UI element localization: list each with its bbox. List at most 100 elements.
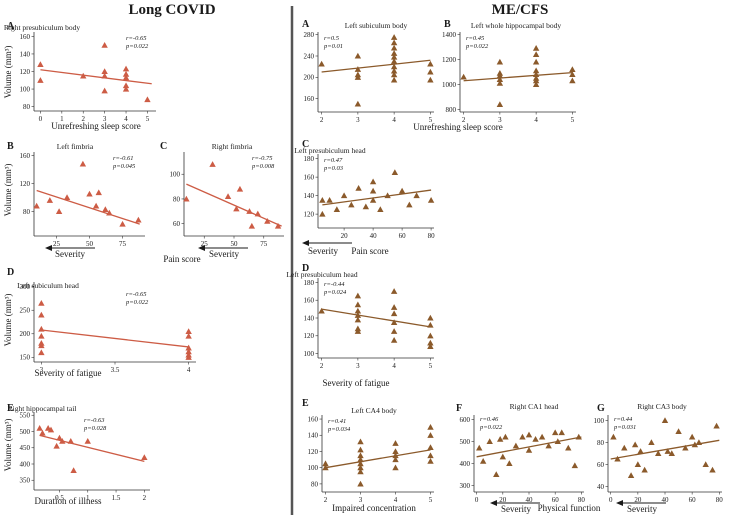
y-tick-label: 140: [20, 50, 31, 58]
data-point: [502, 433, 509, 440]
severity-arrow-lc-c: Severity: [198, 245, 248, 259]
x-tick-label: 50: [86, 240, 94, 248]
x-axis-label-me-ab: Unrefreshing sleep score: [413, 122, 502, 132]
x-tick-label: 0: [39, 115, 43, 123]
data-point: [135, 216, 142, 223]
data-point: [369, 178, 377, 185]
stat-label: r=0.47: [324, 157, 343, 164]
y-tick-label: 80: [23, 208, 31, 216]
data-point: [318, 307, 325, 314]
x-axis-label-me-c: Pain score: [351, 246, 388, 256]
data-point: [362, 203, 370, 210]
panel-letter-lc-e: E: [7, 403, 14, 414]
plot-lc-c: 60 80 100 25 50 75 C Right fimbria r=-0.75p=0.00…: [160, 141, 284, 248]
data-point: [661, 417, 669, 424]
data-point: [47, 426, 55, 433]
x-tick-label: 4: [392, 116, 396, 124]
x-tick-label: 2: [320, 362, 324, 370]
x-tick-label: 25: [53, 240, 61, 248]
x-axis-label-me-d: Severity of fatigue: [323, 378, 390, 388]
data-point: [532, 81, 540, 88]
x-tick-label: 2: [143, 494, 147, 502]
data-point: [354, 316, 362, 323]
data-point: [427, 458, 434, 464]
data-point: [70, 467, 77, 474]
stat-label: r=-0.65: [126, 291, 147, 298]
y-tick-label: 1000: [442, 81, 457, 89]
data-point: [702, 461, 709, 468]
stat-label: p=0.028: [83, 425, 107, 432]
y-axis-label-lc-a: Volume (mm³): [3, 46, 13, 99]
data-point: [427, 432, 434, 438]
panel-title-me-g: Right CA3 body: [637, 402, 687, 411]
data-point: [101, 68, 108, 75]
y-tick-label: 100: [20, 85, 31, 93]
section-title-long-covid: Long COVID: [128, 2, 215, 18]
data-point: [92, 202, 100, 209]
data-point: [554, 438, 562, 444]
x-tick-label: 2: [81, 115, 85, 123]
data-point: [390, 34, 398, 40]
plot-me-f: 300 400 500 600 0 20 40 60 80 F Right CA1 head r=0.…: [456, 402, 585, 504]
data-point: [390, 63, 398, 70]
y-tick-label: 200: [304, 74, 315, 82]
y-tick-label: 180: [304, 279, 315, 287]
data-point: [565, 444, 572, 451]
severity-arrow-me-c: Severity: [302, 240, 352, 256]
data-point: [63, 194, 71, 201]
data-point: [354, 74, 362, 80]
panel-letter-me-g: G: [597, 403, 605, 414]
x-tick-label: 3: [356, 116, 360, 124]
data-point: [496, 436, 504, 442]
fit-line-me-e: [325, 449, 431, 469]
x-tick-label: 2: [462, 116, 466, 124]
y-tick-label: 160: [304, 95, 315, 103]
data-point: [101, 72, 108, 79]
data-point: [506, 460, 513, 466]
y-tick-label: 300: [460, 482, 471, 490]
data-point: [357, 456, 364, 463]
data-point: [392, 452, 399, 459]
y-tick-label: 120: [20, 68, 31, 76]
data-point: [354, 100, 362, 107]
x-tick-label: 80: [578, 496, 586, 504]
y-tick-label: 120: [304, 211, 315, 219]
data-point: [390, 76, 398, 83]
x-tick-label: 5: [429, 362, 433, 370]
x-tick-label: 80: [428, 232, 436, 240]
data-point: [392, 456, 399, 463]
y-tick-label: 400: [20, 460, 31, 468]
x-tick-label: 20: [499, 496, 507, 504]
data-point: [144, 96, 151, 103]
data-point: [319, 210, 326, 217]
data-point: [496, 76, 504, 83]
data-point: [631, 441, 639, 448]
data-point: [340, 192, 348, 199]
fit-line-lc-c: [186, 183, 282, 227]
data-point: [512, 442, 520, 449]
data-point: [713, 422, 720, 429]
data-point: [390, 44, 398, 51]
data-point: [236, 185, 244, 192]
data-point: [37, 61, 44, 68]
data-point: [655, 450, 662, 457]
x-tick-label: 5: [571, 116, 575, 124]
y-tick-label: 100: [304, 350, 315, 358]
plot-me-e: 80 100 120 140 160 2 3 4 5 E Left CA4 body r=0.41p=…: [302, 398, 434, 504]
panel-title-me-e: Left CA4 body: [351, 406, 397, 415]
data-point: [185, 354, 192, 360]
data-point: [84, 438, 91, 444]
data-point: [427, 68, 434, 75]
data-point: [545, 442, 552, 449]
fit-line-me-f: [476, 436, 582, 458]
x-axis-label-me-fg: Physical function: [538, 503, 601, 513]
x-tick-label: 40: [662, 496, 670, 504]
data-point: [390, 71, 398, 78]
panel-letter-me-e: E: [302, 398, 309, 409]
y-tick-label: 150: [20, 354, 31, 362]
data-point: [569, 77, 576, 84]
x-tick-label: 4: [124, 115, 128, 123]
x-tick-label: 50: [231, 240, 239, 248]
